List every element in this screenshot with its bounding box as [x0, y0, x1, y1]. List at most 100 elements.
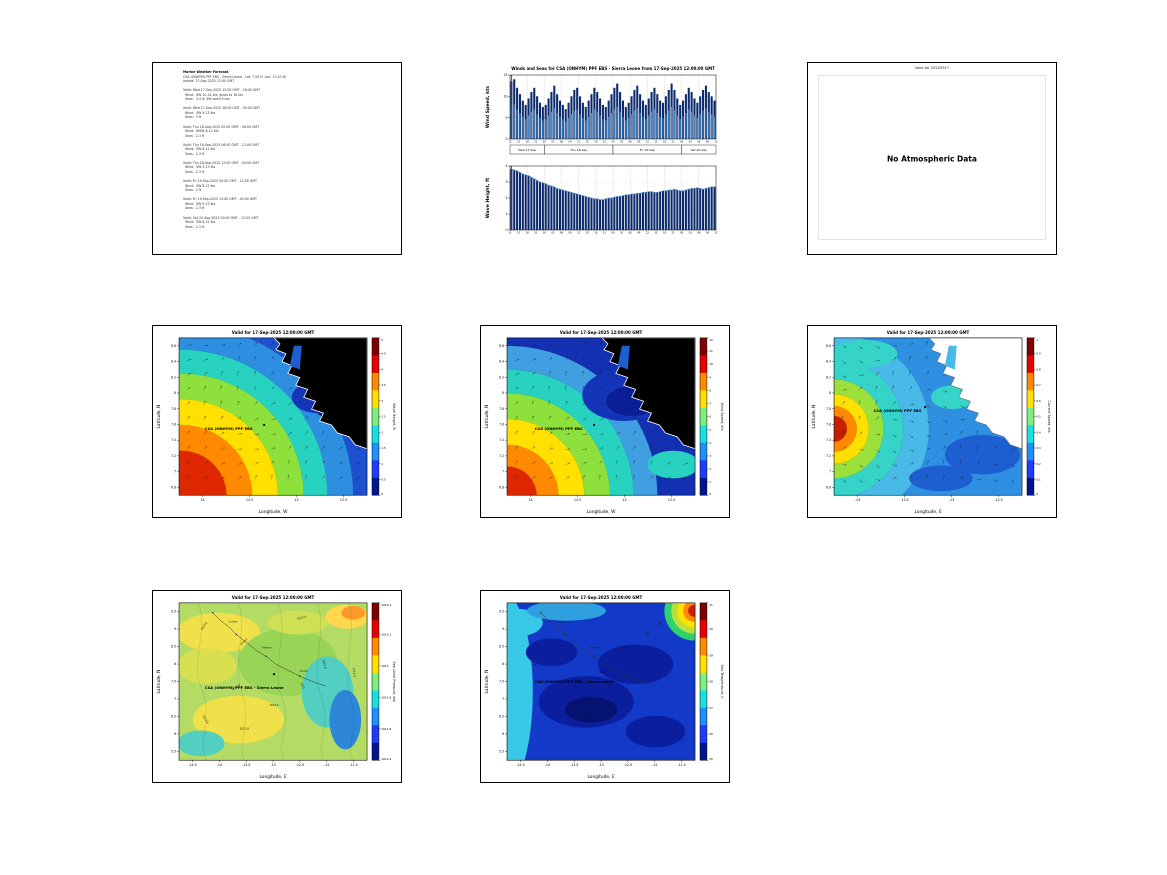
x-tick-label: 00: [680, 232, 684, 235]
coastline: [212, 612, 326, 687]
vector-arrow: [909, 449, 914, 452]
bar: [653, 192, 656, 230]
y-axis-label: Latitude, N: [156, 405, 162, 429]
bar: [684, 190, 687, 230]
vector-arrow: [237, 400, 240, 406]
x-tick-label: 15: [517, 141, 521, 144]
colorbar-label: Sea Temperature, C: [720, 665, 724, 700]
vector-arrow: [203, 476, 208, 480]
coast-point: [299, 675, 301, 677]
x-tick-label: 21: [534, 141, 538, 144]
contour-blob: [179, 648, 237, 685]
isobar-line: [277, 602, 286, 761]
estuary: [944, 345, 957, 370]
vector-arrow: [270, 402, 276, 406]
vector-arrow: [220, 476, 225, 480]
wind-y-axis-label: Wind Speed, kts: [485, 86, 491, 129]
vector-arrow: [598, 447, 604, 450]
vector-arrow: [237, 462, 242, 465]
vector-arrow: [270, 474, 273, 480]
x-tick-label: -11.5: [349, 763, 357, 767]
x-axis-label: Longitude, E: [587, 774, 614, 780]
bar-inner: [685, 113, 687, 139]
contour-blob: [526, 602, 606, 621]
sea-temperature-map: Valid for 17-Sep-2025 12:00:00 GMT Conakr…: [484, 595, 724, 780]
x-tick-label: 13.5: [246, 498, 253, 502]
map-title: Valid for 17-Sep-2025 12:00:00 GMT: [560, 595, 643, 600]
bar: [550, 186, 553, 230]
x-tick-label: 21: [534, 232, 538, 235]
bar-inner: [682, 116, 684, 139]
vector-arrow: [565, 476, 570, 480]
colorbar-segment: [700, 655, 707, 674]
vector-arrow: [355, 462, 360, 465]
bar: [650, 191, 653, 230]
forecast-text-line: Seas: 3 ft: [183, 115, 202, 120]
x-tick-label: -14.5: [188, 763, 196, 767]
bar-inner: [705, 108, 707, 139]
colorbar-segment: [372, 372, 379, 391]
forecast-text-line: Valid: Wed 17-Sep-2025 18:00 GMT - 00:00…: [183, 106, 261, 111]
colorbar-segment: [700, 477, 707, 496]
forecast-text-line: Valid: Wed 17-Sep-2025 12:00 GMT - 18:00…: [183, 88, 261, 93]
bar: [693, 188, 696, 230]
svg-map-pressure-plot-area: Conakry Freetown Sherbro 1013.6 1013.2 1013.4…: [179, 602, 368, 761]
bar: [607, 198, 610, 230]
x-tick-label: 03: [551, 232, 555, 235]
vector-arrow: [925, 419, 930, 424]
vector-arrow: [582, 385, 585, 391]
station-label: CSA (ONHYM) PPF EBS - Sierra Leone: [205, 686, 284, 690]
y-tick-label: 10: [503, 94, 507, 98]
bar-inner: [545, 119, 547, 139]
x-tick-label: 06: [697, 232, 701, 235]
contour-blob: [179, 730, 225, 757]
vector-arrow: [582, 356, 585, 361]
colorbar-tick-label: 0.5: [1036, 415, 1041, 419]
vector-arrow: [666, 447, 671, 450]
vector-arrow: [841, 345, 847, 348]
vector-arrow: [237, 476, 242, 480]
wind-wave-timeseries-panel: Winds and Seas for CSA (ONHYM) PPF EBS -…: [480, 62, 730, 255]
vector-arrow: [355, 448, 360, 450]
bar: [567, 191, 570, 230]
bar: [541, 182, 544, 230]
vector-arrow: [254, 475, 257, 480]
colorbar-tick-label: 29: [709, 653, 713, 657]
coast-point: [235, 633, 238, 636]
x-tick-label: 21: [603, 141, 607, 144]
vector-arrow: [514, 416, 518, 421]
vector-arrow: [237, 433, 242, 436]
vector-arrow: [582, 462, 587, 465]
bar: [702, 189, 705, 230]
forecast-text-line: Seas: 3-4 ft, SW swell 9 sec: [183, 97, 230, 102]
svg-map-current-plot-area: CSA (ONHYM) PPF EBS: [834, 337, 1023, 496]
vector-arrow: [548, 476, 553, 480]
bar: [556, 188, 559, 230]
colorbar-tick-label: 7: [709, 402, 711, 406]
colorbar-segment: [372, 672, 379, 691]
vector-arrow: [271, 433, 276, 436]
day-label: Fri 19-Sep: [640, 148, 655, 152]
x-tick-label: 21: [672, 232, 676, 235]
vector-arrow: [304, 445, 308, 450]
bar-inner: [671, 106, 673, 139]
bar-inner: [611, 113, 612, 139]
bar-inner: [553, 108, 555, 139]
vector-arrow: [909, 434, 913, 438]
forecast-text-line: Valid: Sat 20-Sep-2025 00:00 GMT - 12:00…: [183, 215, 259, 220]
bar-inner: [674, 110, 675, 139]
vector-arrow: [632, 460, 635, 465]
bar-inner: [571, 114, 572, 139]
vector-arrow: [564, 385, 567, 391]
y-tick-label: 6.8: [499, 485, 504, 489]
colorbar-tick-label: 2.5: [381, 415, 386, 419]
bar-inner: [516, 109, 518, 139]
vector-arrow: [321, 475, 325, 480]
bar: [707, 187, 710, 230]
bar: [696, 187, 699, 230]
vector-arrow: [203, 415, 206, 421]
x-tick-label: 09: [637, 232, 641, 235]
timeseries-title: Winds and Seas for CSA (ONHYM) PPF EBS -…: [511, 66, 715, 71]
bar-inner: [694, 115, 695, 139]
vector-arrow: [909, 342, 914, 346]
